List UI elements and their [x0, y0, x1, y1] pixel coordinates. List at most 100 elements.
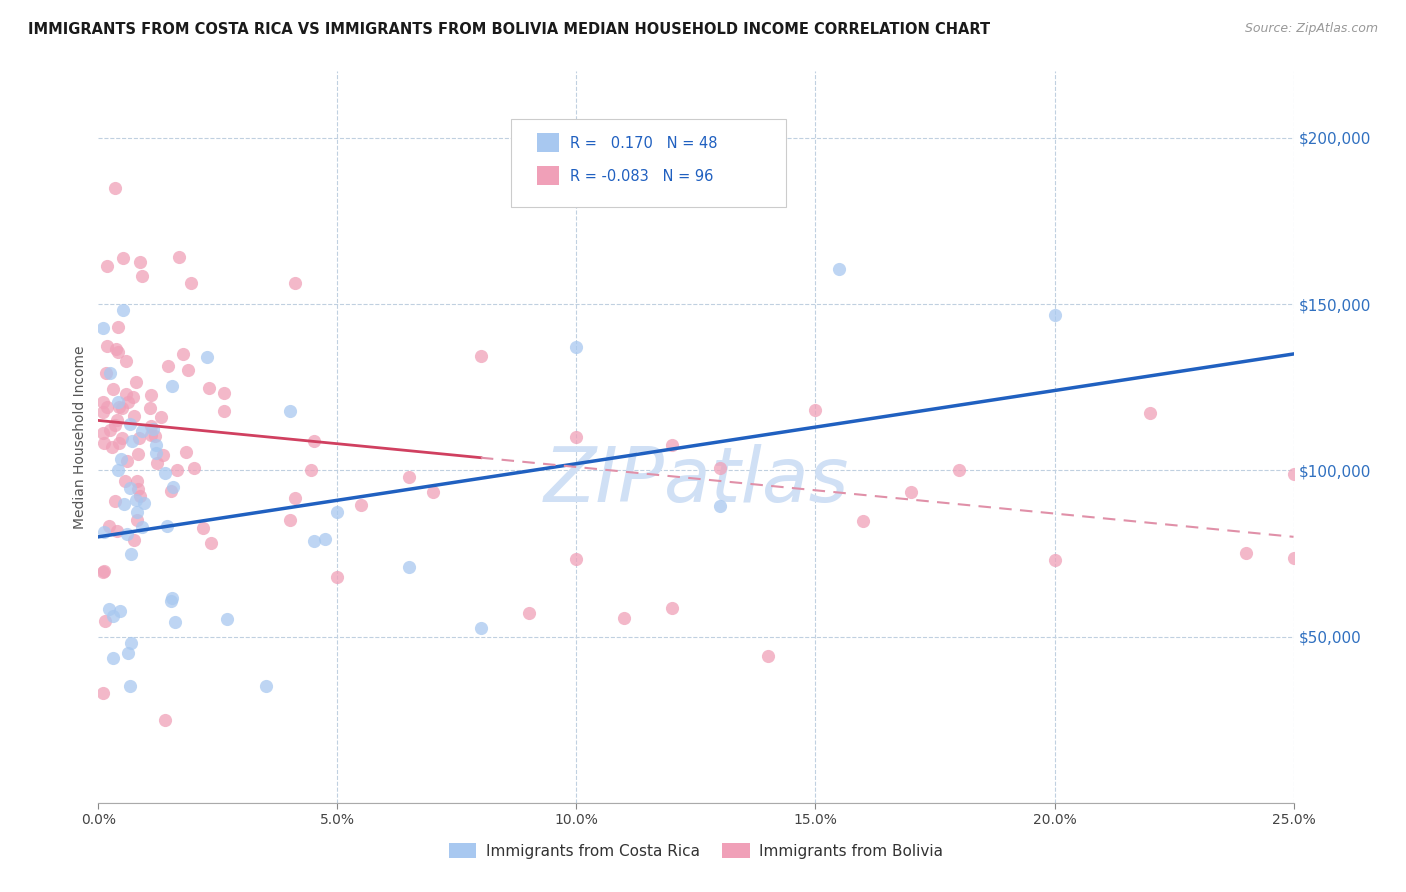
Point	[565, 340, 588, 354]
Point	[284, 491, 307, 505]
Point	[470, 621, 492, 635]
Point	[111, 252, 134, 266]
Point	[212, 404, 235, 418]
Point	[107, 394, 129, 409]
Point	[98, 366, 121, 380]
Point	[107, 463, 129, 477]
Point	[156, 359, 179, 373]
Point	[167, 250, 190, 264]
Point	[91, 425, 114, 440]
Point	[200, 536, 222, 550]
Point	[117, 646, 139, 660]
Point	[128, 255, 150, 269]
Point	[131, 269, 153, 284]
Point	[105, 524, 128, 538]
Point	[125, 474, 148, 488]
Point	[326, 570, 349, 584]
Point	[127, 447, 149, 461]
Point	[145, 446, 167, 460]
Point	[191, 521, 214, 535]
Point	[121, 390, 143, 404]
Point	[254, 680, 277, 694]
Point	[900, 485, 922, 500]
Point	[117, 395, 139, 409]
Point	[212, 386, 235, 401]
Point	[104, 494, 127, 508]
Point	[118, 680, 141, 694]
Legend: Immigrants from Costa Rica, Immigrants from Bolivia: Immigrants from Costa Rica, Immigrants f…	[443, 837, 949, 864]
Point	[112, 497, 135, 511]
Point	[613, 611, 636, 625]
Text: R =   0.170   N = 48: R = 0.170 N = 48	[571, 136, 718, 152]
Point	[1139, 406, 1161, 420]
FancyBboxPatch shape	[537, 166, 558, 185]
Point	[177, 363, 200, 377]
Point	[756, 648, 779, 663]
Point	[91, 405, 114, 419]
Point	[91, 320, 114, 334]
Point	[165, 615, 187, 629]
Point	[162, 379, 184, 393]
Point	[101, 609, 124, 624]
Point	[146, 456, 169, 470]
Text: R = -0.083   N = 96: R = -0.083 N = 96	[571, 169, 714, 184]
Point	[145, 438, 167, 452]
Text: ZIPatlas: ZIPatlas	[543, 444, 849, 518]
Point	[145, 429, 167, 443]
Point	[127, 505, 149, 519]
Point	[93, 436, 115, 450]
Point	[183, 461, 205, 475]
Point	[422, 484, 444, 499]
Point	[94, 614, 117, 628]
Point	[121, 434, 143, 448]
Point	[111, 401, 134, 415]
Point	[120, 481, 142, 495]
Point	[565, 430, 588, 444]
Point	[115, 526, 138, 541]
Point	[127, 483, 149, 497]
Point	[91, 565, 114, 579]
Point	[96, 366, 118, 380]
Point	[180, 276, 202, 290]
Point	[398, 470, 420, 484]
Point	[1234, 546, 1257, 560]
Point	[150, 409, 173, 424]
Point	[565, 552, 588, 566]
Point	[107, 400, 129, 414]
Point	[661, 438, 683, 452]
Point	[160, 591, 183, 605]
Point	[198, 381, 221, 395]
Point	[111, 431, 134, 445]
Point	[1043, 309, 1066, 323]
Point	[948, 463, 970, 477]
Point	[120, 636, 142, 650]
Point	[1282, 467, 1305, 481]
Point	[91, 395, 114, 409]
Point	[115, 354, 138, 368]
Point	[103, 181, 125, 195]
Point	[115, 386, 138, 401]
Point	[125, 376, 148, 390]
Point	[314, 532, 336, 546]
Point	[852, 514, 875, 528]
Text: IMMIGRANTS FROM COSTA RICA VS IMMIGRANTS FROM BOLIVIA MEDIAN HOUSEHOLD INCOME CO: IMMIGRANTS FROM COSTA RICA VS IMMIGRANTS…	[28, 22, 990, 37]
Point	[125, 513, 148, 527]
Point	[122, 409, 145, 423]
Point	[398, 560, 420, 574]
Point	[131, 424, 153, 438]
Point	[160, 593, 183, 607]
Point	[155, 713, 177, 727]
Point	[299, 463, 322, 477]
Point	[153, 467, 176, 481]
Point	[108, 604, 131, 618]
Point	[162, 480, 184, 494]
Point	[98, 602, 121, 616]
Point	[131, 520, 153, 534]
Point	[101, 382, 124, 396]
Point	[107, 320, 129, 334]
Point	[120, 547, 142, 561]
Point	[115, 454, 138, 468]
Point	[122, 533, 145, 548]
Point	[129, 489, 152, 503]
Point	[278, 513, 301, 527]
